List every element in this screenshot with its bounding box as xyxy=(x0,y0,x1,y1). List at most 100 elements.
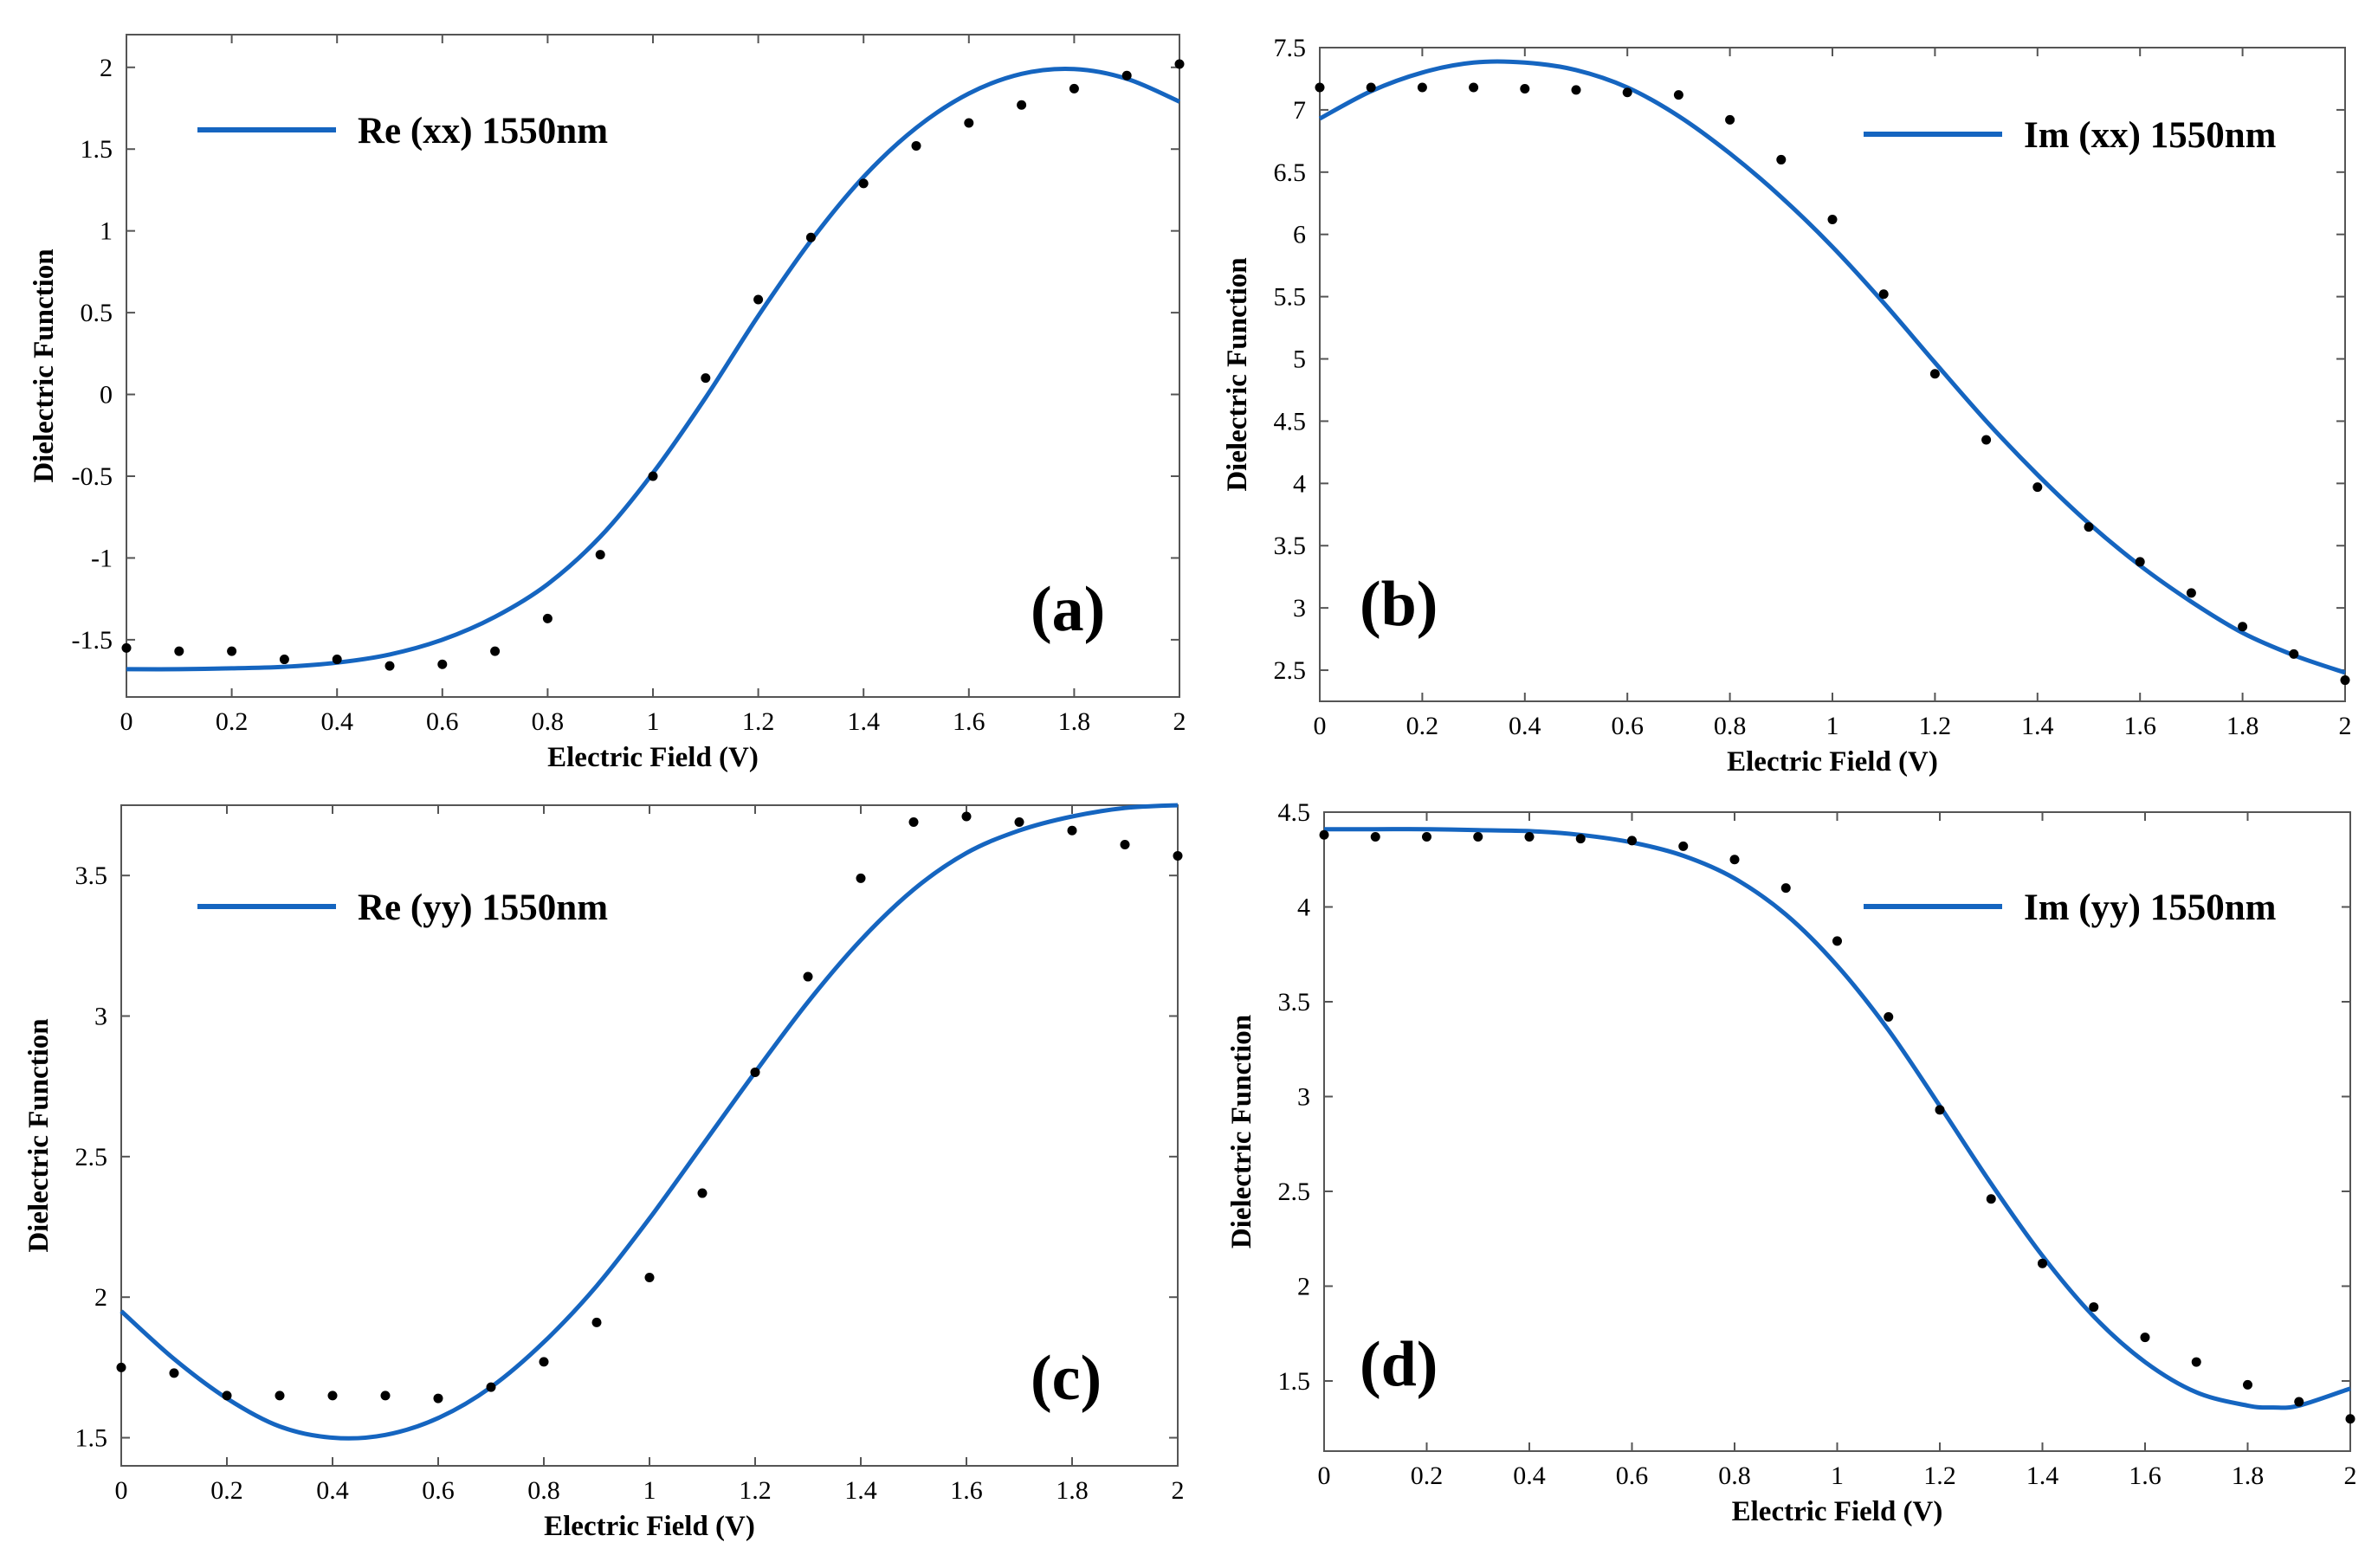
y-tick-label: 3.5 xyxy=(1278,988,1311,1016)
x-tick-label: 2 xyxy=(2344,1462,2357,1490)
data-point xyxy=(1981,435,1992,445)
x-tick-label: 2 xyxy=(2339,712,2352,740)
x-tick-label: 1 xyxy=(647,707,660,736)
x-tick-label: 1.2 xyxy=(1923,1462,1956,1490)
y-tick-label: 3.5 xyxy=(1274,532,1307,560)
y-tick-label: 0 xyxy=(100,381,113,410)
data-point xyxy=(908,816,919,827)
x-tick-label: 0.8 xyxy=(1714,712,1747,740)
y-tick-label: 5 xyxy=(1293,345,1306,374)
data-point xyxy=(1627,836,1637,846)
y-tick-label: 1.5 xyxy=(81,135,113,164)
y-tick-label: 4 xyxy=(1297,893,1310,921)
data-point xyxy=(803,971,813,982)
fit-curve-line xyxy=(120,803,1179,1441)
data-point xyxy=(1473,831,1483,842)
x-tick-label: 0.4 xyxy=(1509,712,1541,740)
x-tick-label: 1.4 xyxy=(2021,712,2054,740)
y-axis-title: Dielectric Function xyxy=(23,1018,55,1252)
y-tick-label: 2 xyxy=(94,1283,107,1312)
x-tick-label: 1.4 xyxy=(2026,1462,2059,1490)
x-tick-label: 0.8 xyxy=(1718,1462,1751,1490)
data-point xyxy=(750,1067,760,1077)
data-point xyxy=(2243,1379,2252,1390)
x-tick-label: 1.2 xyxy=(1919,712,1952,740)
data-point xyxy=(433,1393,443,1403)
chart-panel-a: 0 0.2 0.4 0.6 0.8 1 1.2 1.4 1.6 1.8 2 -1.5 -1 -0.5 0 0.… xyxy=(29,34,1186,773)
data-point xyxy=(648,471,658,481)
x-tick-label: 1 xyxy=(1831,1462,1844,1490)
y-tick-label: 4.5 xyxy=(1278,798,1311,827)
data-point xyxy=(486,1382,496,1392)
y-tick-label: 7 xyxy=(1293,96,1306,125)
data-point xyxy=(279,655,289,665)
x-tick-label: 1.6 xyxy=(953,707,985,736)
data-point xyxy=(174,646,184,656)
data-point xyxy=(542,613,552,623)
data-point xyxy=(1575,834,1586,844)
panel-label: (c) xyxy=(1031,1343,1102,1414)
data-point xyxy=(2345,1414,2355,1424)
data-point xyxy=(116,1362,126,1372)
x-tick-label: 2 xyxy=(1172,1476,1185,1505)
y-tick-label: 0.5 xyxy=(81,299,113,327)
x-tick-label: 0.2 xyxy=(1411,1462,1444,1490)
x-tick-label: 0 xyxy=(120,707,133,736)
y-tick-label: 5.5 xyxy=(1274,283,1307,312)
data-point xyxy=(1729,855,1740,865)
y-tick-label: 2 xyxy=(1297,1272,1310,1300)
chart-panel-d: 0 0.2 0.4 0.6 0.8 1 1.2 1.4 1.6 1.8 2 1.5 2 2.5 3 3.5 4 4… xyxy=(1226,798,2357,1527)
chart-panel-b: 0 0.2 0.4 0.6 0.8 1 1.2 1.4 1.6 1.8 2 2.5 3 3.5 4 4.5 5 5… xyxy=(1222,34,2352,778)
x-tick-label: 0.6 xyxy=(1616,1462,1649,1490)
data-point xyxy=(1678,841,1689,851)
x-axis-title: Electric Field (V) xyxy=(1732,1496,1943,1527)
y-tick-label: 1.5 xyxy=(1278,1367,1311,1396)
fit-curve-line xyxy=(1323,827,2351,1410)
legend-label: Re (yy) 1550nm xyxy=(358,887,608,928)
x-tick-label: 1.2 xyxy=(739,1476,772,1505)
data-point xyxy=(2135,557,2145,567)
x-tick-label: 0.2 xyxy=(216,707,249,736)
x-tick-label: 0.2 xyxy=(210,1476,243,1505)
plot-frame xyxy=(126,34,1180,698)
data-point xyxy=(2191,1357,2201,1367)
x-tick-label: 1.6 xyxy=(950,1476,983,1505)
data-point xyxy=(1315,82,1325,93)
y-tick-label: 3 xyxy=(94,1003,107,1031)
x-tick-label: 1.4 xyxy=(847,707,880,736)
data-point xyxy=(1121,70,1132,81)
data-point xyxy=(2084,522,2094,532)
data-point xyxy=(1417,82,1427,93)
data-point xyxy=(227,646,237,656)
y-tick-label: 2.5 xyxy=(1274,656,1307,685)
data-point xyxy=(2038,1258,2047,1268)
data-point xyxy=(2186,588,2196,598)
data-point xyxy=(753,294,764,305)
y-axis-title: Dielectric Function xyxy=(1222,257,1253,491)
legend-label: Re (xx) 1550nm xyxy=(358,111,608,152)
fit-curve-line xyxy=(1318,59,2346,675)
data-point xyxy=(2289,648,2299,659)
data-point xyxy=(1366,82,1376,93)
fit-curve-line xyxy=(126,66,1181,672)
y-tick-label: -0.5 xyxy=(72,462,113,491)
data-point xyxy=(1017,100,1027,110)
data-point xyxy=(1622,87,1632,98)
x-tick-label: 1 xyxy=(643,1476,656,1505)
x-tick-label: 0.6 xyxy=(422,1476,455,1505)
data-point xyxy=(1571,85,1581,95)
data-point xyxy=(222,1391,232,1401)
y-tick-label: 3.5 xyxy=(75,861,108,890)
data-point xyxy=(1929,369,1940,379)
data-point xyxy=(1067,825,1077,836)
data-point xyxy=(595,550,605,560)
x-tick-label: 0.4 xyxy=(1513,1462,1546,1490)
data-point xyxy=(2032,482,2043,493)
x-tick-label: 1.6 xyxy=(2129,1462,2162,1490)
data-point xyxy=(2294,1397,2304,1407)
data-point xyxy=(2089,1302,2099,1313)
data-point xyxy=(380,1391,391,1401)
x-tick-label: 1.2 xyxy=(742,707,775,736)
y-tick-label: 1 xyxy=(100,217,113,246)
